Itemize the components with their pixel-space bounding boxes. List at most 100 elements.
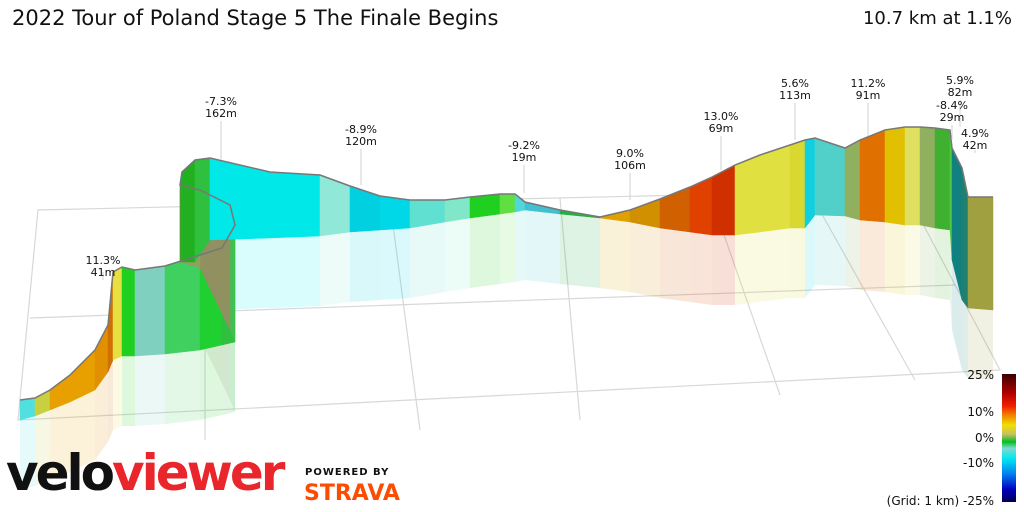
climb-annotation: -9.2% 19m: [508, 140, 540, 164]
annotation-length: 42m: [962, 139, 988, 152]
shadow-segment: [350, 230, 380, 302]
gradient-segment: [934, 127, 951, 231]
gradient-segment: [499, 193, 516, 215]
climb-annotation: -8.4% 29m: [936, 100, 968, 124]
gradient-segment: [164, 254, 201, 355]
climb-annotation: -8.9% 120m: [345, 124, 377, 148]
shadow-segment: [380, 228, 410, 300]
shadow-segment: [135, 354, 165, 426]
shadow-segment: [95, 372, 108, 460]
shadow-segment: [968, 308, 993, 380]
shadow-segment: [805, 215, 815, 298]
annotation-gradient: -9.2%: [508, 139, 540, 152]
shadow-segment: [885, 222, 905, 295]
gradient-segment: [181, 159, 196, 263]
shadow-segment: [935, 228, 950, 300]
annotation-gradient: 11.2%: [850, 77, 886, 90]
shadow-segment: [952, 260, 962, 370]
shadow-segment: [845, 216, 860, 290]
gradient-segment: [859, 129, 886, 223]
profile-ribbon: [19, 126, 994, 421]
powered-by-label: POWERED BY: [305, 467, 390, 478]
gradient-segment: [759, 144, 791, 233]
annotation-gradient: 4.9%: [961, 127, 989, 140]
gradient-segment: [514, 193, 526, 213]
shadow-segment: [735, 232, 760, 305]
gradient-segment: [134, 265, 166, 357]
gradient-segment: [469, 193, 501, 219]
grid-size-label: (Grid: 1 km): [886, 494, 960, 508]
grid-line: [809, 192, 916, 381]
shadow-segment: [445, 218, 470, 292]
gradient-segment: [967, 196, 994, 311]
gradient-segment: [379, 195, 411, 231]
shadow-segment: [525, 210, 560, 284]
annotation-length: 69m: [708, 122, 734, 135]
annotation-length: 41m: [90, 266, 116, 279]
annotation-length: 113m: [779, 89, 811, 102]
gradient-segment: [789, 139, 806, 229]
climb-annotation: 11.3% 41m: [86, 255, 121, 279]
shadow-segment: [815, 215, 845, 286]
shadow-segment: [108, 360, 113, 442]
shadow-segment: [50, 402, 70, 480]
gradient-segment: [904, 126, 921, 226]
gradient-segment: [804, 137, 816, 229]
climb-annotation: 5.9% 82m: [946, 75, 974, 99]
grid-line: [559, 197, 581, 421]
shadow-segment: [660, 228, 690, 302]
gradient-segment: [734, 154, 761, 236]
veloviewer-logo[interactable]: veloviewer: [6, 444, 285, 502]
scale-label-0: 0%: [974, 431, 994, 445]
climb-annotation: -7.3% 162m: [205, 96, 237, 120]
gradient-segment: [112, 266, 123, 361]
strava-logo[interactable]: STRAVA: [304, 481, 400, 506]
shadow-segment: [600, 218, 630, 292]
gradient-segment: [349, 185, 381, 233]
scale-label-minus10: -10%: [962, 456, 994, 470]
gradient-segment: [19, 397, 36, 421]
gradient-color-scale: [1002, 374, 1016, 502]
annotation-gradient: 11.3%: [85, 254, 121, 267]
shadow-segment: [905, 225, 920, 295]
annotation-length: 120m: [345, 135, 377, 148]
route-summary: 10.7 km at 1.1%: [862, 8, 1012, 29]
shadow-segment: [470, 214, 500, 288]
shadow-segment: [712, 235, 735, 305]
shadow-segment: [200, 345, 222, 420]
shadow-segment: [790, 228, 805, 298]
annotation-gradient: -8.9%: [345, 123, 377, 136]
shadow-segment: [690, 232, 712, 305]
shadow-segment: [113, 356, 122, 430]
annotation-length: 82m: [947, 86, 973, 99]
shadow-segment: [500, 212, 515, 284]
shadow-segment: [920, 225, 935, 298]
shadow-segment: [515, 210, 525, 282]
annotation-gradient: -7.3%: [205, 95, 237, 108]
shadow-segment: [560, 214, 600, 288]
shadow-segment: [122, 356, 135, 426]
annotation-length: 91m: [855, 89, 881, 102]
annotation-length: 106m: [614, 159, 646, 172]
shadow-segment: [630, 222, 660, 298]
climb-annotation: 5.6% 113m: [779, 78, 811, 102]
gradient-segment: [269, 171, 321, 239]
shadow-segment: [270, 236, 320, 308]
shadow-segment: [165, 350, 200, 424]
gradient-segment: [121, 266, 136, 357]
gradient-segment: [884, 126, 906, 226]
annotation-gradient: 13.0%: [703, 110, 739, 123]
annotation-gradient: -8.4%: [936, 99, 968, 112]
climb-annotation: 4.9% 42m: [961, 128, 989, 152]
shadow-segment: [962, 300, 968, 378]
profile-top-edge: [19, 126, 993, 401]
grid-outline: [17, 189, 1001, 421]
gradient-segment: [919, 126, 936, 229]
shadow-segment: [860, 220, 885, 292]
scale-label-minus25-row: (Grid: 1 km) -25%: [887, 494, 994, 508]
shadow-segment: [222, 342, 235, 415]
shadow-segment: [20, 416, 35, 490]
page-title: 2022 Tour of Poland Stage 5 The Finale B…: [12, 6, 499, 30]
annotation-length: 29m: [939, 111, 965, 124]
